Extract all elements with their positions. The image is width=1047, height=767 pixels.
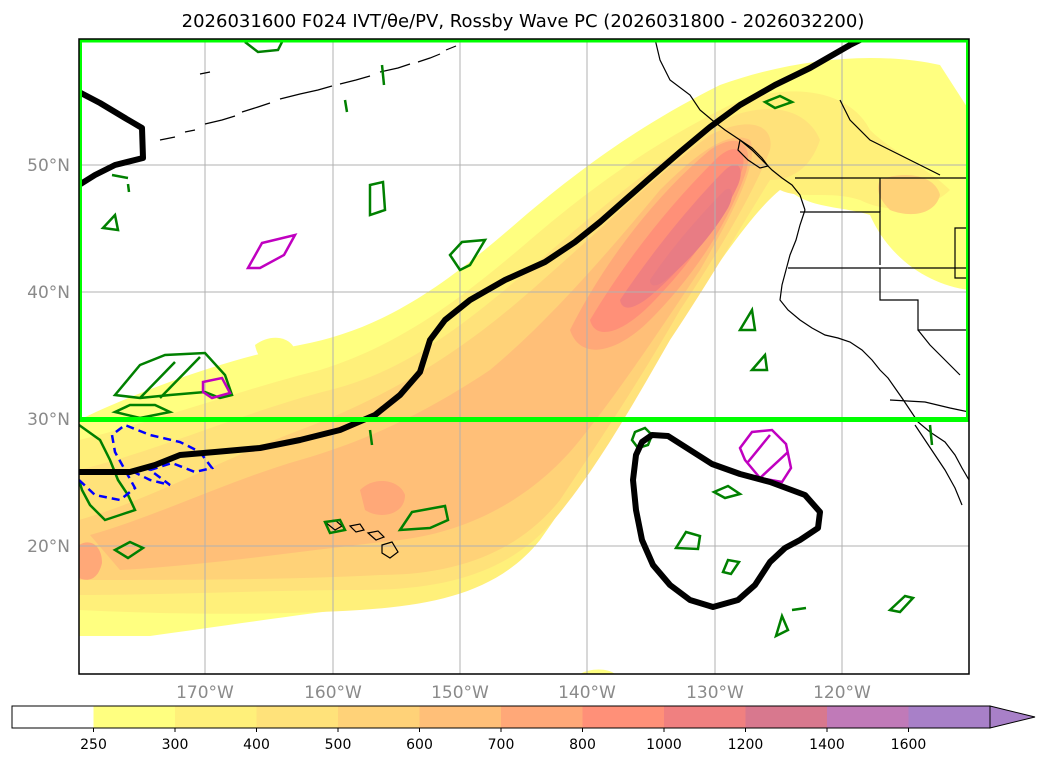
colorbar-segment: [664, 706, 747, 728]
colorbar-extend-arrow: [989, 705, 1036, 729]
colorbar-label: 600: [406, 737, 433, 753]
lat-labels: 50°N 40°N 30°N 20°N: [27, 156, 70, 557]
lat-label: 30°N: [27, 410, 70, 430]
map-title: 2026031600 F024 IVT/θe/PV, Rossby Wave P…: [182, 11, 865, 32]
colorbar-label: 500: [325, 737, 352, 753]
ivt-1200-core: [650, 188, 732, 286]
ivt-1000-core: [620, 164, 741, 308]
colorbar-segment: [908, 706, 991, 728]
lon-label: 130°W: [686, 683, 744, 703]
map-panel: [79, 39, 969, 674]
colorbar-label: 300: [162, 737, 189, 753]
colorbar-label: 700: [488, 737, 515, 753]
lon-label: 160°W: [304, 683, 362, 703]
colorbar-label: 250: [80, 737, 107, 753]
colorbar-label: 1400: [809, 737, 845, 753]
california-nevada-border: [917, 329, 961, 376]
pv-contours: [79, 41, 934, 639]
colorbar-label: 1600: [891, 737, 927, 753]
lon-label: 150°W: [431, 683, 489, 703]
theta-e-contours: [201, 233, 793, 484]
ivt-500-band: [79, 124, 771, 581]
negative-contours: [79, 423, 215, 502]
map-frame: [78, 38, 970, 675]
colorbar-segment: [338, 706, 421, 728]
vancouver-island: [737, 139, 770, 169]
colorbar-segment: [93, 706, 176, 728]
ivt-700-blob-b: [79, 542, 102, 580]
colorbar-label: 800: [569, 737, 596, 753]
ivt-700-blob-a: [360, 480, 405, 515]
colorbar-segment: [745, 706, 828, 728]
lat-label: 20°N: [27, 537, 70, 557]
us-mexico-border: [889, 399, 969, 413]
lon-label: 140°W: [558, 683, 616, 703]
colorbar-segment: [175, 706, 258, 728]
lon-label: 170°W: [176, 683, 234, 703]
ivt-250-spur: [255, 337, 296, 369]
colorbar-segment: [827, 706, 910, 728]
idaho-border: [879, 178, 969, 279]
ivt-shading: [79, 57, 969, 674]
nevada-border: [879, 268, 969, 331]
ivt-east-blob: [878, 175, 940, 215]
colorbar-segment: [256, 706, 339, 728]
baja-coast: [914, 424, 963, 506]
colorbar-segment: [419, 706, 502, 728]
rossby-wave-contours: [79, 39, 869, 610]
colorbar-segment: [582, 706, 665, 728]
colorbar-label: 1200: [728, 737, 764, 753]
us-west-coast: [779, 209, 969, 481]
ivt-south-sliver: [580, 669, 615, 674]
canada-interior: [839, 99, 941, 176]
lon-label: 120°W: [813, 683, 871, 703]
lat-label: 40°N: [27, 283, 70, 303]
colorbar-label: 1000: [646, 737, 682, 753]
colorbar: 250 300 400 500 600 700 800 1000 1200 1400 1600: [11, 705, 1036, 753]
lat-label: 50°N: [27, 156, 70, 176]
lon-labels: 170°W 160°W 150°W 140°W 130°W 120°W: [176, 683, 871, 703]
colorbar-segment: [501, 706, 584, 728]
colorbar-label: 400: [243, 737, 270, 753]
aleutian-islands: [159, 45, 457, 141]
colorbar-segment: [12, 706, 95, 728]
